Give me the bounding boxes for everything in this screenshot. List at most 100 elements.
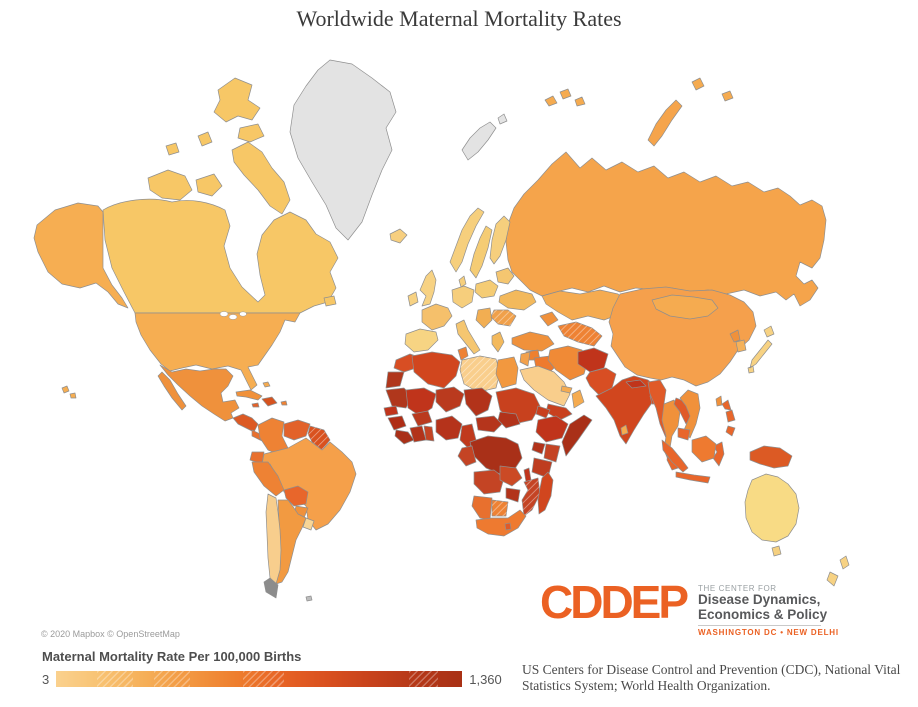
country-greece[interactable] <box>491 331 505 353</box>
country-ethiopia[interactable] <box>535 415 569 443</box>
country-caucasus[interactable] <box>539 311 559 327</box>
country-ukraine[interactable] <box>498 289 537 311</box>
country-mali[interactable] <box>405 387 437 417</box>
country-north-korea[interactable] <box>729 329 741 343</box>
country-south-sudan[interactable] <box>497 411 521 429</box>
country-china[interactable] <box>608 286 757 387</box>
country-lesotho[interactable] <box>504 522 512 531</box>
great-lakes <box>228 314 238 320</box>
country-borneo[interactable] <box>691 435 717 463</box>
country-oman[interactable] <box>571 389 585 409</box>
country-turkey[interactable] <box>511 331 555 352</box>
country-kenya[interactable] <box>543 443 561 463</box>
country-iceland[interactable] <box>389 228 408 244</box>
country-gabon-congo[interactable] <box>457 445 477 467</box>
country-canada[interactable] <box>102 198 339 314</box>
country-philippines[interactable] <box>721 399 736 437</box>
country-peru[interactable] <box>251 461 285 497</box>
country-germany-central-europe[interactable] <box>451 285 475 309</box>
country-newfoundland[interactable] <box>323 295 337 307</box>
country-sweden[interactable] <box>469 225 493 279</box>
country-uk[interactable] <box>419 269 437 307</box>
country-india[interactable] <box>595 375 659 445</box>
country-indonesia[interactable] <box>661 439 725 484</box>
country-nepal[interactable] <box>625 379 647 389</box>
country-balkans[interactable] <box>475 307 493 329</box>
country-finland[interactable] <box>489 215 511 265</box>
country-canada-arctic-islands[interactable] <box>147 77 291 215</box>
country-chile[interactable] <box>265 493 282 585</box>
country-falkland-islands[interactable] <box>305 595 313 602</box>
country-south-korea[interactable] <box>735 339 747 353</box>
country-italy[interactable] <box>455 319 481 355</box>
country-uganda[interactable] <box>531 441 546 455</box>
country-guatemala-honduras[interactable] <box>232 413 259 433</box>
country-central-african-republic[interactable] <box>475 415 503 433</box>
country-norway[interactable] <box>449 207 485 273</box>
world-map <box>30 55 918 615</box>
country-algeria[interactable] <box>411 351 461 389</box>
country-guinea[interactable] <box>387 415 407 431</box>
country-mongolia[interactable] <box>651 294 719 320</box>
country-hispaniola[interactable] <box>261 396 278 407</box>
country-iberia[interactable] <box>404 328 439 353</box>
country-new-guinea[interactable] <box>749 445 793 469</box>
country-tunisia[interactable] <box>457 346 469 361</box>
country-usa[interactable] <box>134 312 301 391</box>
country-alaska[interactable] <box>33 202 129 309</box>
country-angola[interactable] <box>473 469 505 495</box>
hatch-overlay <box>308 426 330 450</box>
country-afghanistan[interactable] <box>577 347 609 373</box>
country-severnaya-zemlya[interactable] <box>691 77 734 102</box>
country-puerto-rico[interactable] <box>280 400 288 406</box>
country-russia[interactable] <box>505 151 827 307</box>
country-new-zealand[interactable] <box>826 555 850 587</box>
country-saudi-arabia[interactable] <box>519 365 571 407</box>
country-nigeria[interactable] <box>435 415 463 441</box>
country-baltics-belarus[interactable] <box>495 267 515 285</box>
country-poland[interactable] <box>474 279 499 299</box>
country-cuba[interactable] <box>235 389 263 401</box>
country-egypt[interactable] <box>495 356 519 389</box>
country-ireland[interactable] <box>407 291 419 307</box>
country-franz-josef-land[interactable] <box>544 88 586 107</box>
country-cambodia[interactable] <box>677 427 691 441</box>
country-australia[interactable] <box>744 473 800 543</box>
country-patagonia-icefields[interactable] <box>263 577 279 599</box>
country-western-sahara[interactable] <box>385 371 405 389</box>
country-denmark[interactable] <box>458 275 467 288</box>
country-japan[interactable] <box>747 325 775 374</box>
country-gulf-states[interactable] <box>560 385 573 394</box>
country-mexico[interactable] <box>159 364 240 422</box>
country-niger[interactable] <box>435 386 465 413</box>
country-sri-lanka[interactable] <box>620 424 629 436</box>
country-hawaii[interactable] <box>61 385 77 399</box>
country-burkina-faso[interactable] <box>411 410 433 427</box>
country-baja-california[interactable] <box>157 371 187 411</box>
country-greenland[interactable] <box>289 59 397 241</box>
country-tasmania[interactable] <box>771 545 782 557</box>
country-france[interactable] <box>421 303 453 331</box>
country-novaya-zemlya[interactable] <box>647 99 683 147</box>
country-senegal[interactable] <box>383 405 399 417</box>
country-jamaica[interactable] <box>251 402 260 408</box>
country-taiwan[interactable] <box>715 395 723 407</box>
country-ghana[interactable] <box>423 425 435 442</box>
country-somalia[interactable] <box>561 414 593 457</box>
country-south-africa[interactable] <box>475 509 527 537</box>
legend-gradient-bar[interactable] <box>56 671 463 687</box>
country-svalbard[interactable] <box>461 113 508 161</box>
country-bolivia[interactable] <box>283 485 309 507</box>
data-source: US Centers for Disease Control and Preve… <box>522 662 901 694</box>
country-madagascar[interactable] <box>537 471 554 515</box>
country-israel-jordan[interactable] <box>519 351 531 367</box>
great-lakes <box>219 311 229 317</box>
country-zambia[interactable] <box>499 465 523 487</box>
country-sierra-leone-liberia[interactable] <box>394 429 415 445</box>
country-zimbabwe[interactable] <box>505 487 521 503</box>
country-venezuela[interactable] <box>283 419 311 441</box>
country-chad[interactable] <box>463 387 493 417</box>
country-uruguay[interactable] <box>302 517 315 531</box>
country-bahamas[interactable] <box>262 381 271 388</box>
country-drc[interactable] <box>469 435 523 475</box>
